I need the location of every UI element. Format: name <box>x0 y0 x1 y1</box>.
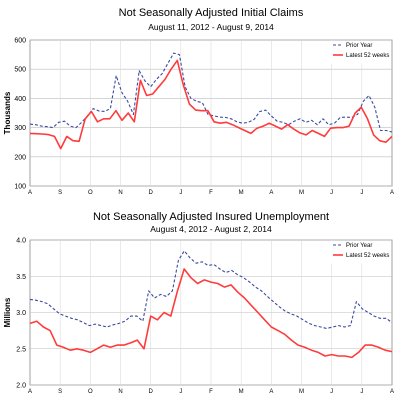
chart-subtitle: August 11, 2012 - August 9, 2014 <box>148 22 274 32</box>
chart-subtitle: August 4, 2012 - August 2, 2014 <box>150 224 272 234</box>
x-tick-label: M <box>239 190 244 196</box>
y-axis-label: Millions <box>3 297 12 327</box>
y-tick-label: 100 <box>14 184 26 191</box>
x-tick-label: D <box>148 389 153 395</box>
x-tick-label: A <box>28 389 32 395</box>
y-tick-label: 2.5 <box>16 346 26 353</box>
legend-label: Prior Year <box>346 43 372 49</box>
legend-label: Latest 52 weeks <box>346 53 389 59</box>
x-tick-label: M <box>299 389 304 395</box>
x-tick-label: S <box>58 190 62 196</box>
x-tick-label: D <box>148 190 153 196</box>
legend-label: Prior Year <box>346 243 372 249</box>
x-tick-label: O <box>88 190 93 196</box>
x-tick-label: N <box>118 389 122 395</box>
x-tick-label: S <box>58 389 62 395</box>
y-tick-label: 200 <box>14 154 26 161</box>
chart-title: Not Seasonally Adjusted Initial Claims <box>119 7 304 19</box>
y-tick-label: 300 <box>14 125 26 132</box>
y-axis-label: Thousands <box>3 91 12 134</box>
x-tick-label: J <box>360 389 363 395</box>
y-tick-label: 500 <box>14 67 26 74</box>
x-tick-label: M <box>239 389 244 395</box>
x-tick-label: A <box>390 190 394 196</box>
y-tick-label: 600 <box>14 38 26 45</box>
series-line-latest <box>29 59 393 150</box>
x-tick-label: F <box>209 389 213 395</box>
series-line-prior-year <box>29 250 393 330</box>
legend-box <box>327 240 389 264</box>
x-tick-label: N <box>118 190 122 196</box>
x-tick-label: J <box>179 389 182 395</box>
x-tick-label: M <box>299 190 304 196</box>
legend-box <box>327 40 389 64</box>
x-tick-label: A <box>390 389 394 395</box>
x-tick-label: J <box>330 190 333 196</box>
x-tick-label: A <box>28 190 32 196</box>
y-tick-label: 3.0 <box>16 310 26 317</box>
x-tick-label: J <box>360 190 363 196</box>
x-tick-label: O <box>88 389 93 395</box>
chart-title: Not Seasonally Adjusted Insured Unemploy… <box>93 211 329 223</box>
y-tick-label: 400 <box>14 96 26 103</box>
x-tick-label: F <box>209 190 213 196</box>
legend-label: Latest 52 weeks <box>346 253 389 259</box>
x-tick-label: J <box>330 389 333 395</box>
y-tick-label: 3.5 <box>16 274 26 281</box>
series-line-latest <box>29 268 393 359</box>
x-tick-label: A <box>269 389 273 395</box>
y-tick-label: 4.0 <box>16 238 26 245</box>
y-tick-label: 2.0 <box>16 383 26 390</box>
x-tick-label: A <box>269 190 273 196</box>
x-tick-label: J <box>179 190 182 196</box>
